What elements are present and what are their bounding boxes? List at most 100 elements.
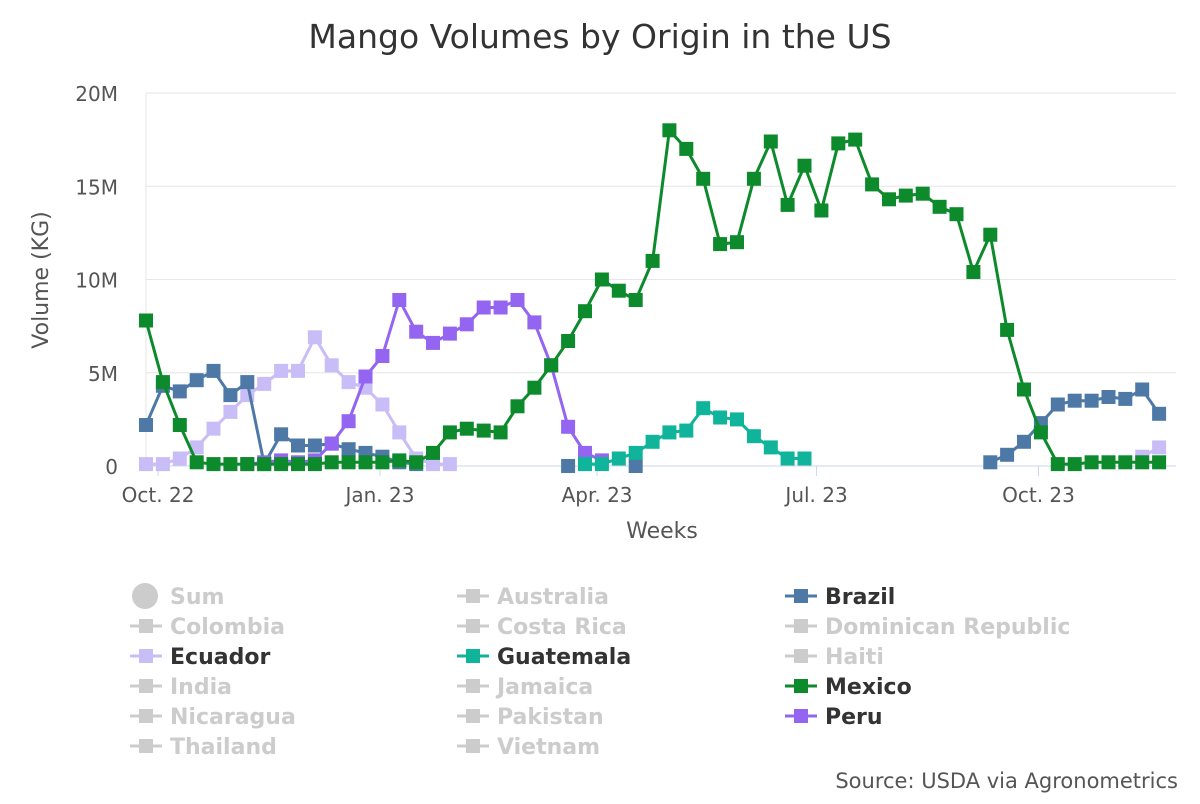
data-point-guatemala[interactable]	[797, 451, 812, 466]
data-point-brazil[interactable]	[206, 363, 221, 378]
legend-item-peru[interactable]: Peru	[785, 705, 883, 730]
data-point-guatemala[interactable]	[763, 440, 778, 455]
data-point-guatemala[interactable]	[594, 457, 609, 472]
data-point-brazil[interactable]	[1017, 434, 1031, 449]
legend-item-haiti[interactable]: Haiti	[785, 645, 884, 670]
legend-item-dominican-republic[interactable]: Dominican Republic	[785, 615, 1070, 640]
data-point-brazil[interactable]	[1152, 406, 1167, 421]
data-point-peru[interactable]	[493, 300, 508, 315]
data-point-guatemala[interactable]	[679, 423, 694, 438]
data-point-guatemala[interactable]	[746, 429, 761, 444]
data-point-brazil[interactable]	[341, 442, 356, 457]
data-point-ecuador[interactable]	[307, 330, 322, 345]
data-point-ecuador[interactable]	[291, 363, 305, 378]
data-point-guatemala[interactable]	[628, 445, 643, 460]
data-point-mexico[interactable]	[476, 423, 491, 438]
legend-item-india[interactable]: India	[130, 675, 232, 700]
data-point-ecuador[interactable]	[223, 404, 238, 419]
data-point-mexico[interactable]	[527, 380, 542, 395]
data-point-guatemala[interactable]	[696, 401, 711, 416]
data-point-peru[interactable]	[426, 335, 440, 350]
data-point-mexico[interactable]	[257, 457, 272, 472]
data-point-brazil[interactable]	[983, 455, 998, 470]
data-point-ecuador[interactable]	[139, 457, 153, 472]
data-point-brazil[interactable]	[1101, 390, 1116, 404]
data-point-peru[interactable]	[561, 419, 576, 434]
data-point-mexico[interactable]	[274, 457, 289, 472]
data-point-mexico[interactable]	[1135, 455, 1150, 470]
data-point-mexico[interactable]	[983, 227, 998, 242]
data-point-brazil[interactable]	[307, 438, 322, 453]
data-point-mexico[interactable]	[1033, 425, 1048, 440]
data-point-mexico[interactable]	[426, 445, 440, 460]
data-point-mexico[interactable]	[848, 132, 863, 147]
data-point-peru[interactable]	[341, 414, 356, 429]
legend-item-thailand[interactable]: Thailand	[130, 735, 277, 760]
data-point-mexico[interactable]	[392, 453, 407, 468]
data-point-mexico[interactable]	[679, 141, 694, 156]
data-point-mexico[interactable]	[206, 457, 221, 472]
data-point-guatemala[interactable]	[645, 434, 660, 449]
data-point-ecuador[interactable]	[324, 358, 339, 373]
data-point-peru[interactable]	[459, 317, 474, 332]
data-point-mexico[interactable]	[459, 421, 474, 436]
data-point-brazil[interactable]	[274, 427, 289, 442]
data-point-mexico[interactable]	[949, 207, 964, 222]
legend-item-colombia[interactable]: Colombia	[130, 615, 285, 640]
data-point-ecuador[interactable]	[442, 457, 457, 472]
data-point-ecuador[interactable]	[392, 425, 407, 440]
data-point-mexico[interactable]	[1000, 322, 1015, 337]
data-point-mexico[interactable]	[645, 253, 660, 268]
data-point-mexico[interactable]	[223, 457, 238, 472]
data-point-brazil[interactable]	[628, 459, 643, 473]
data-point-brazil[interactable]	[1118, 391, 1133, 406]
data-point-mexico[interactable]	[662, 123, 677, 138]
data-point-brazil[interactable]	[223, 388, 238, 403]
data-point-mexico[interactable]	[628, 293, 643, 307]
data-point-mexico[interactable]	[341, 455, 356, 470]
data-point-brazil[interactable]	[1067, 393, 1082, 408]
data-point-brazil[interactable]	[240, 375, 255, 390]
data-point-mexico[interactable]	[932, 199, 947, 214]
data-point-mexico[interactable]	[189, 455, 204, 470]
data-point-mexico[interactable]	[882, 192, 896, 207]
legend-item-nicaragua[interactable]: Nicaragua	[130, 705, 296, 730]
data-point-mexico[interactable]	[831, 136, 846, 151]
data-point-brazil[interactable]	[1135, 382, 1150, 397]
data-point-ecuador[interactable]	[172, 451, 187, 466]
data-point-mexico[interactable]	[291, 457, 305, 472]
data-point-mexico[interactable]	[915, 186, 930, 201]
data-point-mexico[interactable]	[611, 283, 626, 298]
data-point-peru[interactable]	[409, 324, 424, 339]
data-point-ecuador[interactable]	[257, 376, 272, 391]
data-point-ecuador[interactable]	[341, 375, 356, 390]
data-point-mexico[interactable]	[1101, 455, 1116, 470]
legend-item-brazil[interactable]: Brazil	[785, 585, 895, 610]
data-point-mexico[interactable]	[409, 455, 424, 470]
data-point-peru[interactable]	[476, 300, 491, 315]
data-point-mexico[interactable]	[172, 418, 187, 432]
legend-item-costa-rica[interactable]: Costa Rica	[457, 615, 627, 640]
data-point-mexico[interactable]	[155, 375, 170, 390]
data-point-guatemala[interactable]	[780, 451, 795, 466]
data-point-guatemala[interactable]	[713, 410, 728, 425]
data-point-mexico[interactable]	[1084, 455, 1099, 470]
data-point-brazil[interactable]	[1050, 397, 1065, 412]
data-point-mexico[interactable]	[493, 425, 508, 440]
data-point-guatemala[interactable]	[578, 457, 592, 472]
data-point-ecuador[interactable]	[206, 421, 221, 436]
data-point-mexico[interactable]	[1152, 455, 1167, 470]
legend-item-mexico[interactable]: Mexico	[785, 675, 912, 700]
data-point-guatemala[interactable]	[611, 451, 626, 466]
data-point-mexico[interactable]	[966, 265, 981, 279]
data-point-brazil[interactable]	[1084, 393, 1099, 408]
legend-item-jamaica[interactable]: Jamaica	[457, 675, 593, 700]
data-point-mexico[interactable]	[865, 177, 880, 192]
legend-item-guatemala[interactable]: Guatemala	[457, 645, 631, 670]
data-point-mexico[interactable]	[1050, 457, 1065, 472]
data-point-mexico[interactable]	[510, 399, 525, 414]
legend-item-sum[interactable]: Sum	[132, 583, 224, 610]
data-point-peru[interactable]	[375, 349, 390, 363]
data-point-brazil[interactable]	[189, 373, 204, 388]
data-point-brazil[interactable]	[291, 438, 305, 453]
